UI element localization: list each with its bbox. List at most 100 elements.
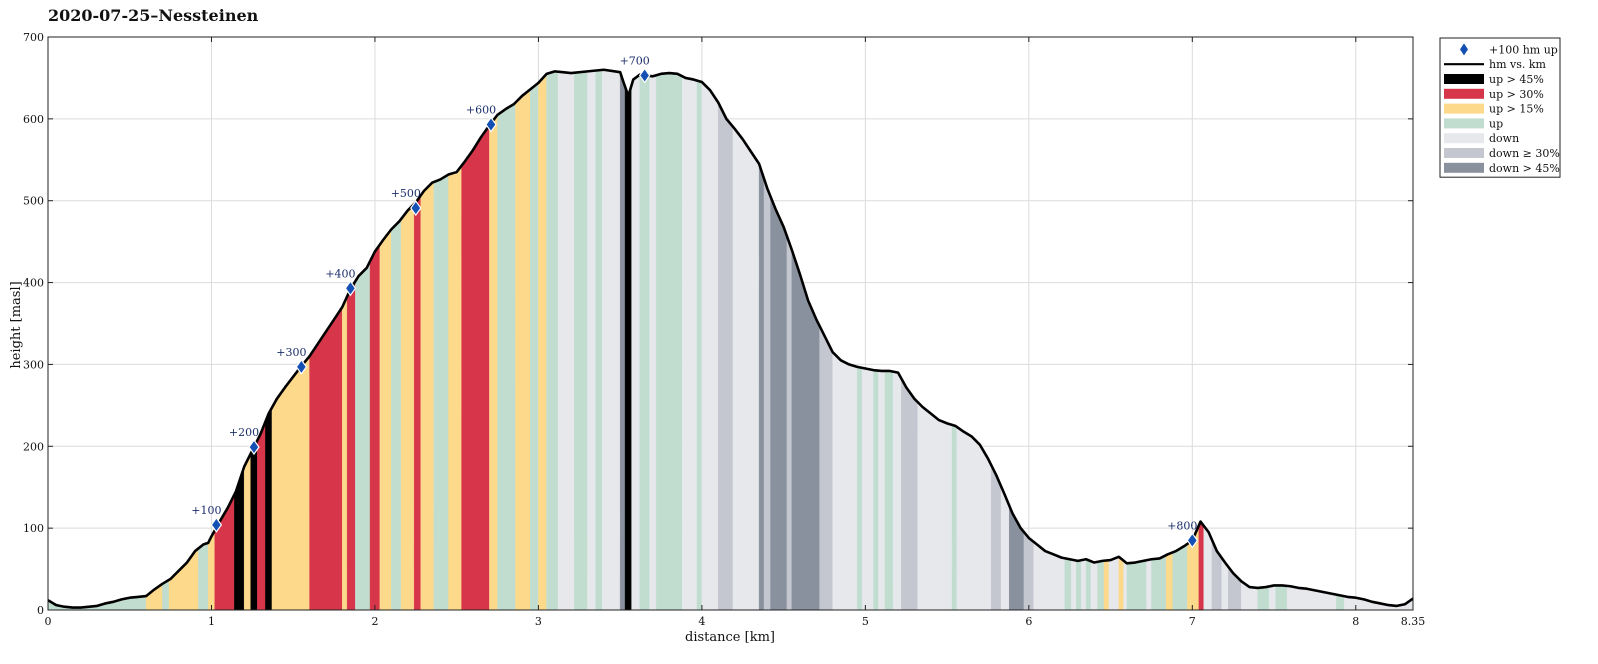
chart-title: 2020-07-25–Nessteinen xyxy=(48,6,259,25)
band-down-58 xyxy=(878,370,886,611)
band-down30-51 xyxy=(786,236,793,611)
band-down-75 xyxy=(1090,560,1098,611)
band-up-42 xyxy=(655,72,683,611)
band-up-83 xyxy=(1151,554,1167,611)
milestone-marker-3 xyxy=(344,280,357,297)
legend-label-1: hm vs. km xyxy=(1489,58,1547,71)
band-up15-8 xyxy=(243,453,251,611)
x-axis-label: distance [km] xyxy=(685,630,775,645)
band-up15-18 xyxy=(379,228,392,611)
band-down-36 xyxy=(601,69,621,611)
band-down-80 xyxy=(1123,560,1128,611)
band-down30-53 xyxy=(819,325,833,611)
y-tick-label-4: 400 xyxy=(23,277,44,290)
legend-swatch-8 xyxy=(1444,162,1484,173)
band-down-32 xyxy=(557,71,575,611)
x-tick-label-1: 1 xyxy=(208,615,215,628)
band-up-59 xyxy=(884,370,894,611)
band-up30-87 xyxy=(1198,521,1204,611)
band-up-76 xyxy=(1097,560,1105,611)
milestone-label-0: +100 xyxy=(191,504,221,517)
band-up45-9 xyxy=(250,440,258,611)
y-tick-label-5: 500 xyxy=(23,195,44,208)
band-up-23 xyxy=(433,174,449,611)
legend-label-8: down > 45% xyxy=(1489,162,1560,175)
legend: +100 hm up hm vs. km up > 45% up > 30% up > … xyxy=(1439,37,1561,178)
legend-label-3: up > 30% xyxy=(1489,88,1544,101)
band-down-94 xyxy=(1268,585,1276,611)
legend-label-2: up > 45% xyxy=(1489,73,1544,86)
band-down30-61 xyxy=(901,377,918,611)
milestone-marker-2 xyxy=(295,358,308,375)
band-up-33 xyxy=(574,71,588,611)
band-up15-84 xyxy=(1165,552,1173,611)
band-down-43 xyxy=(682,75,698,611)
legend-swatch-6 xyxy=(1444,133,1484,144)
band-up-44 xyxy=(696,80,703,611)
milestone-label-1: +200 xyxy=(229,426,259,439)
y-tick-label-3: 300 xyxy=(23,358,44,371)
y-tick-label-0: 0 xyxy=(37,604,44,617)
band-up-95 xyxy=(1275,585,1288,611)
band-up-70 xyxy=(1064,558,1072,611)
legend-swatch-4 xyxy=(1444,103,1484,114)
band-up15-3 xyxy=(168,547,199,611)
band-down-34 xyxy=(587,70,596,611)
band-down30-46 xyxy=(718,102,734,611)
band-up-93 xyxy=(1257,586,1270,611)
band-up-81 xyxy=(1126,559,1147,611)
x-tick-label-8: 8 xyxy=(1352,615,1359,628)
x-tick-label-2: 2 xyxy=(371,615,378,628)
band-down45-52 xyxy=(791,249,820,611)
band-up-72 xyxy=(1076,559,1082,611)
legend-swatch-7 xyxy=(1444,148,1484,158)
x-tick-label-7: 7 xyxy=(1189,615,1196,628)
milestone-marker-5 xyxy=(485,116,497,133)
legend-label-7: down ≥ 30% xyxy=(1489,147,1560,160)
band-up-16 xyxy=(355,261,371,611)
x-tick-label-0: 0 xyxy=(45,615,52,628)
x-tick-label-6: 6 xyxy=(1025,615,1032,628)
band-up-57 xyxy=(873,369,879,611)
y-tick-label-2: 200 xyxy=(23,440,44,453)
y-tick-label-6: 600 xyxy=(23,113,44,126)
y-axis-label: height [masl] xyxy=(9,281,24,368)
x-tick-label-3: 3 xyxy=(535,615,542,628)
band-up15-77 xyxy=(1103,560,1110,611)
milestone-label-7: +800 xyxy=(1167,519,1197,532)
band-down-45 xyxy=(701,81,719,611)
band-down-39 xyxy=(631,74,640,611)
band-down-62 xyxy=(917,401,953,611)
legend-swatch-5 xyxy=(1444,118,1484,129)
band-up-29 xyxy=(530,82,539,611)
band-down-54 xyxy=(832,351,858,611)
milestone-markers: +100 +200 +300 +400 +500 +600 +700 +800 xyxy=(191,54,1199,549)
band-up45-11 xyxy=(265,406,273,611)
axes: 0 1 2 3 4 5 6 7 8 8.35 0 100 200 300 400 500 600 700 xyxy=(23,31,1425,628)
profile-line xyxy=(47,68,1414,609)
legend-swatch-2 xyxy=(1444,74,1484,84)
band-up15-22 xyxy=(420,181,435,611)
milestone-label-4: +500 xyxy=(391,187,421,200)
band-up-74 xyxy=(1085,558,1092,611)
y-tick-label-1: 100 xyxy=(23,522,44,535)
band-down-71 xyxy=(1071,559,1077,611)
band-up30-13 xyxy=(309,306,343,611)
band-up45-38 xyxy=(624,84,632,611)
band-down-78 xyxy=(1108,556,1119,611)
band-up15-79 xyxy=(1118,556,1124,611)
band-up-63 xyxy=(951,424,958,611)
band-up30-15 xyxy=(346,280,356,611)
band-down-56 xyxy=(861,367,874,611)
band-up15-28 xyxy=(515,88,531,611)
legend-swatch-0 xyxy=(1460,43,1468,56)
band-down30-49 xyxy=(763,178,771,611)
x-tick-label-9: 8.35 xyxy=(1401,615,1426,628)
band-up15-12 xyxy=(271,355,310,611)
milestone-marker-0 xyxy=(210,516,223,533)
legend-swatch-3 xyxy=(1444,88,1484,99)
band-up15-30 xyxy=(538,73,547,611)
y-tick-label-7: 700 xyxy=(23,31,44,44)
milestone-marker-4 xyxy=(410,200,422,217)
